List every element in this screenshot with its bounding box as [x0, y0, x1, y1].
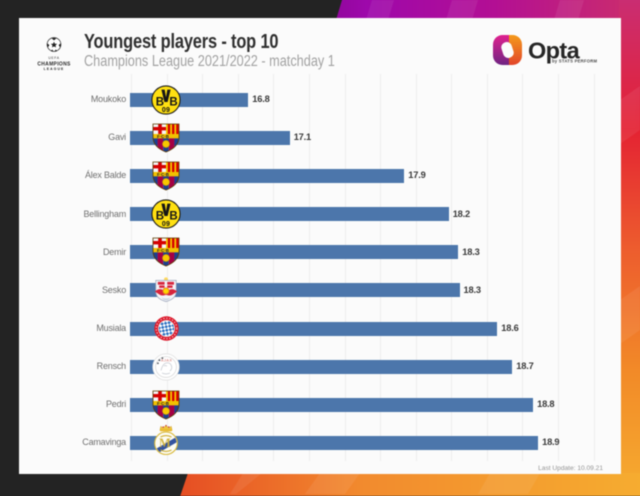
svg-text:F·C·B: F·C·B: [157, 134, 169, 139]
svg-text:LEAGUE: LEAGUE: [44, 67, 65, 71]
svg-text:F·C·B: F·C·B: [157, 172, 169, 177]
svg-text:Opta: Opta: [528, 38, 581, 64]
svg-text:B: B: [156, 210, 164, 222]
svg-text:F·C·B: F·C·B: [157, 248, 169, 253]
svg-text:B: B: [156, 96, 164, 108]
svg-text:AJAX: AJAX: [161, 358, 172, 362]
svg-text:09: 09: [162, 106, 170, 113]
svg-text:CHAMPIONS: CHAMPIONS: [37, 61, 71, 67]
svg-text:UEFA: UEFA: [48, 56, 59, 60]
svg-text:by STATS PERFORM: by STATS PERFORM: [552, 59, 598, 64]
svg-text:09: 09: [162, 221, 170, 228]
svg-text:M: M: [159, 436, 171, 450]
svg-text:B: B: [169, 210, 177, 222]
svg-text:F·C·B: F·C·B: [157, 401, 169, 406]
svg-text:B: B: [169, 96, 177, 108]
